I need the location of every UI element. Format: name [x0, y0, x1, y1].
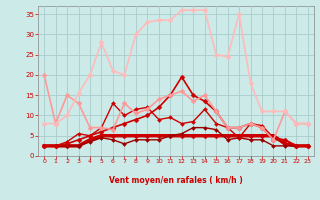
X-axis label: Vent moyen/en rafales ( km/h ): Vent moyen/en rafales ( km/h ) — [109, 176, 243, 185]
